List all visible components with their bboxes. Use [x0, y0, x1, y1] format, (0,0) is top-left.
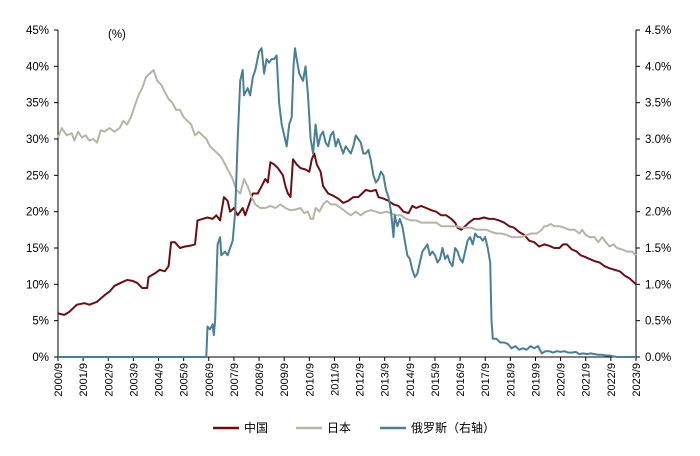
x-tick-label: 2016/9: [455, 363, 467, 397]
x-tick-label: 2012/9: [355, 363, 367, 397]
x-tick-label: 2003/9: [128, 363, 140, 397]
x-tick-label: 2007/9: [229, 363, 241, 397]
legend-label: 日本: [327, 421, 351, 435]
series-line-russia: [58, 47, 636, 358]
x-tick-label: 2020/9: [556, 363, 568, 397]
left-tick-label: 0%: [32, 352, 49, 364]
left-tick-label: 45%: [26, 25, 49, 37]
left-tick-label: 10%: [26, 279, 49, 291]
legend: 中国 日本 俄罗斯（右轴）: [213, 420, 495, 435]
x-tick-label: 2000/9: [53, 363, 65, 397]
axes-layer: 0% 5% 10% 15% 20% 25% 30% 35% 40% 45% 0.0% 0.5% 1.0%…: [26, 25, 671, 397]
left-tick-label: 25%: [26, 170, 49, 182]
x-tick-label: 2013/9: [380, 363, 392, 397]
left-tick-label: 35%: [26, 98, 49, 110]
right-tick-label: 1.0%: [645, 279, 671, 291]
x-tick-label: 2022/9: [606, 363, 618, 397]
x-tick-label: 2006/9: [204, 363, 216, 397]
right-tick-label: 0.5%: [645, 316, 671, 328]
x-tick-label: 2005/9: [179, 363, 191, 397]
x-tick-label: 2010/9: [304, 363, 316, 397]
right-tick-label: 1.5%: [645, 243, 671, 255]
right-tick-label: 2.0%: [645, 207, 671, 219]
x-tick-label: 2009/9: [279, 363, 291, 397]
x-tick-label: 2023/9: [631, 363, 643, 397]
left-tick-label: 30%: [26, 134, 49, 146]
x-tick-label: 2014/9: [405, 363, 417, 397]
right-tick-label: 2.5%: [645, 170, 671, 182]
series-line-china: [57, 152, 637, 316]
right-tick-label: 4.0%: [645, 61, 671, 73]
x-tick-label: 2019/9: [530, 363, 542, 397]
lines-layer: [57, 47, 637, 358]
left-tick-label: 40%: [26, 61, 49, 73]
right-tick-label: 3.0%: [645, 134, 671, 146]
unit-label: (%): [108, 29, 126, 41]
x-tick-label: 2008/9: [254, 363, 266, 397]
x-tick-label: 2004/9: [154, 363, 166, 397]
series-line-japan: [57, 69, 637, 257]
legend-label: 中国: [244, 420, 268, 435]
left-tick-label: 15%: [26, 243, 49, 255]
right-tick-label: 0.0%: [645, 352, 671, 364]
left-tick-label: 20%: [26, 207, 49, 219]
x-tick-label: 2002/9: [103, 363, 115, 397]
x-tick-label: 2011/9: [329, 363, 341, 396]
right-tick-label: 4.5%: [645, 25, 671, 37]
x-tick-label: 2018/9: [505, 363, 517, 397]
left-tick-label: 5%: [32, 316, 49, 328]
x-tick-label: 2021/9: [581, 363, 593, 397]
x-tick-label: 2001/9: [78, 363, 90, 397]
legend-label: 俄罗斯（右轴）: [411, 420, 495, 435]
x-tick-label: 2015/9: [430, 363, 442, 397]
x-tick-label: 2017/9: [480, 363, 492, 397]
right-tick-label: 3.5%: [645, 98, 671, 110]
